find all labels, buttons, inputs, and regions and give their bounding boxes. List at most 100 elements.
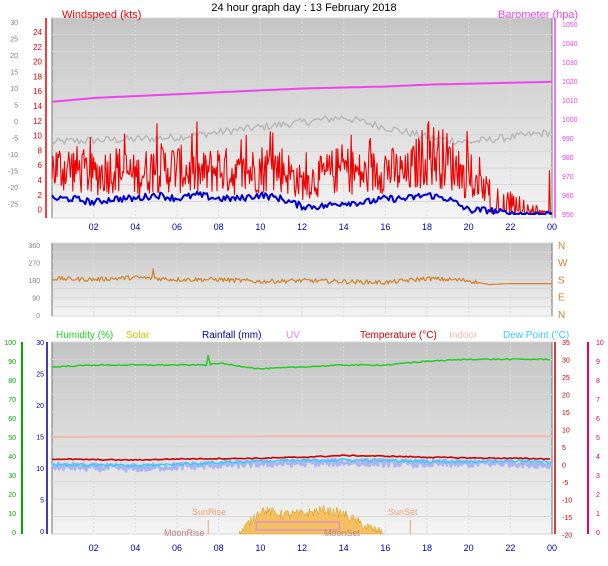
- solar-area: [239, 504, 386, 535]
- temperature-y-tick-label: 30: [562, 358, 570, 365]
- windspeed-y-tick-label: 16: [33, 87, 42, 96]
- legend-label: Temperature (°C): [360, 330, 437, 341]
- barometer-y-tick-label: 1030: [562, 60, 578, 67]
- rainfall-y-tick-label: 10: [36, 466, 44, 473]
- windspeed-y-tick-label: 24: [33, 28, 42, 37]
- wind-panel-x-tick-label: 04: [130, 222, 140, 232]
- legend-label: Humidity (%): [56, 330, 113, 341]
- direction-y-tick-label: 0: [36, 313, 40, 320]
- uv-y-tick-label: 5: [596, 435, 600, 442]
- barometer-y-tick-label: 970: [562, 174, 574, 181]
- temperature-y-tick-label: 15: [562, 410, 570, 417]
- wind-outer-y-tick-label: -10: [8, 152, 18, 159]
- average-wind-series-line: [51, 190, 553, 215]
- humidity-y-tick-label: 70: [8, 397, 16, 404]
- temp-panel-x-tick-label: 16: [380, 543, 390, 553]
- humidity-y-tick-label: 0: [12, 530, 16, 537]
- temperature-y-tick-label: 0: [562, 463, 566, 470]
- wind-panel-x-tick-label: 02: [89, 222, 99, 232]
- wind-outer-y-tick-label: 0: [14, 119, 18, 126]
- temp-panel-x-tick-label: 12: [297, 543, 307, 553]
- temp-panel-x-tick-label: 04: [130, 543, 140, 553]
- temp-panel-x-tick-label: 14: [339, 543, 349, 553]
- windspeed-y-tick-label: 8: [38, 146, 43, 155]
- humidity-y-tick-label: 40: [8, 454, 16, 461]
- uv-y-tick-label: 10: [596, 340, 604, 347]
- temperature-y-tick-label: 5: [562, 445, 566, 452]
- rainfall-y-tick-label: 20: [36, 403, 44, 410]
- wind-outer-y-tick-label: 15: [10, 70, 18, 77]
- rainfall-y-tick-label: 5: [40, 498, 44, 505]
- barometer-y-tick-label: 950: [562, 212, 574, 219]
- temperature-y-tick-label: 20: [562, 393, 570, 400]
- temperature-y-tick-label: -15: [562, 515, 572, 522]
- temperature-y-tick-label: 10: [562, 428, 570, 435]
- barometer-axis-title: Barometer (hpa): [498, 9, 578, 21]
- direction-compass-label: E: [558, 293, 565, 304]
- humidity-y-tick-label: 100: [4, 340, 16, 347]
- uv-y-tick-label: 9: [596, 359, 600, 366]
- temperature-y-tick-label: 25: [562, 375, 570, 382]
- temperature-y-tick-label: -10: [562, 498, 572, 505]
- wind-panel-x-tick-label: 06: [172, 222, 182, 232]
- temp-panel-x-tick-label: 10: [255, 543, 265, 553]
- rainfall-y-tick-label: 0: [40, 529, 44, 536]
- wind-outer-y-tick-label: 5: [14, 103, 18, 110]
- wind-panel-x-tick-label: 16: [380, 222, 390, 232]
- barometer-series-line: [51, 80, 553, 103]
- legend-label: Indoor: [449, 330, 478, 341]
- temp-panel-x-tick-label: 22: [505, 543, 515, 553]
- windspeed-y-tick-label: 20: [33, 58, 42, 67]
- wind-outer-y-tick-label: -15: [8, 169, 18, 176]
- uv-y-tick-label: 6: [596, 416, 600, 423]
- direction-compass-label: N: [558, 310, 565, 321]
- barometer-y-tick-label: 1040: [562, 41, 578, 48]
- wind-panel-x-tick-label: 12: [297, 222, 307, 232]
- rainfall-y-tick-label: 15: [36, 435, 44, 442]
- barometer-y-tick-label: 1020: [562, 79, 578, 86]
- legend-label: Dew Point (°C): [503, 330, 569, 341]
- indoor-series-line: [51, 435, 552, 438]
- direction-compass-label: W: [558, 258, 568, 269]
- humidity-y-tick-label: 50: [8, 435, 16, 442]
- humidity-y-tick-label: 90: [8, 359, 16, 366]
- windspeed-y-tick-label: 12: [33, 117, 42, 126]
- windspeed-axis-title: Windspeed (kts): [62, 9, 141, 21]
- windspeed-y-tick-label: 4: [38, 176, 43, 185]
- direction-series-line: [51, 268, 552, 286]
- humidity-y-tick-label: 10: [8, 511, 16, 518]
- wind-panel-x-tick-label: 18: [422, 222, 432, 232]
- direction-y-tick-label: 180: [28, 278, 40, 285]
- moonrise-annotation: MoonRise: [164, 528, 205, 538]
- wind-panel-x-tick-label: 14: [339, 222, 349, 232]
- temperature-y-tick-label: 35: [562, 340, 570, 347]
- direction-y-tick-label: 90: [32, 296, 40, 303]
- humidity-series-line: [51, 354, 550, 370]
- uv-y-tick-label: 7: [596, 397, 600, 404]
- windspeed-y-tick-label: 10: [33, 132, 42, 141]
- direction-compass-label: S: [558, 275, 565, 286]
- uv-y-tick-label: 2: [596, 492, 600, 499]
- humidity-y-tick-label: 80: [8, 378, 16, 385]
- wind-panel-x-tick-label: 10: [255, 222, 265, 232]
- temp-panel-x-tick-label: 08: [214, 543, 224, 553]
- legend-label: UV: [286, 330, 300, 341]
- barometer-y-tick-label: 1050: [562, 22, 578, 29]
- page-title: 24 hour graph day : 13 February 2018: [211, 2, 396, 14]
- rainfall-y-tick-label: 30: [36, 340, 44, 347]
- direction-y-tick-label: 360: [28, 243, 40, 250]
- windspeed-y-tick-label: 6: [38, 161, 43, 170]
- windspeed-y-tick-label: 2: [38, 191, 43, 200]
- humidity-y-tick-label: 60: [8, 416, 16, 423]
- temp-panel-x-tick-label: 02: [89, 543, 99, 553]
- wind-outer-y-tick-label: -25: [8, 202, 18, 209]
- barometer-y-tick-label: 1010: [562, 98, 578, 105]
- wind-outer-y-tick-label: -5: [12, 136, 18, 143]
- windspeed-y-tick-label: 22: [33, 43, 42, 52]
- humidity-y-tick-label: 20: [8, 492, 16, 499]
- temperature-series-line: [51, 454, 551, 462]
- wind-panel-x-tick-label: 20: [464, 222, 474, 232]
- barometer-y-tick-label: 990: [562, 136, 574, 143]
- wind-outer-y-tick-label: -20: [8, 185, 18, 192]
- uv-y-tick-label: 8: [596, 378, 600, 385]
